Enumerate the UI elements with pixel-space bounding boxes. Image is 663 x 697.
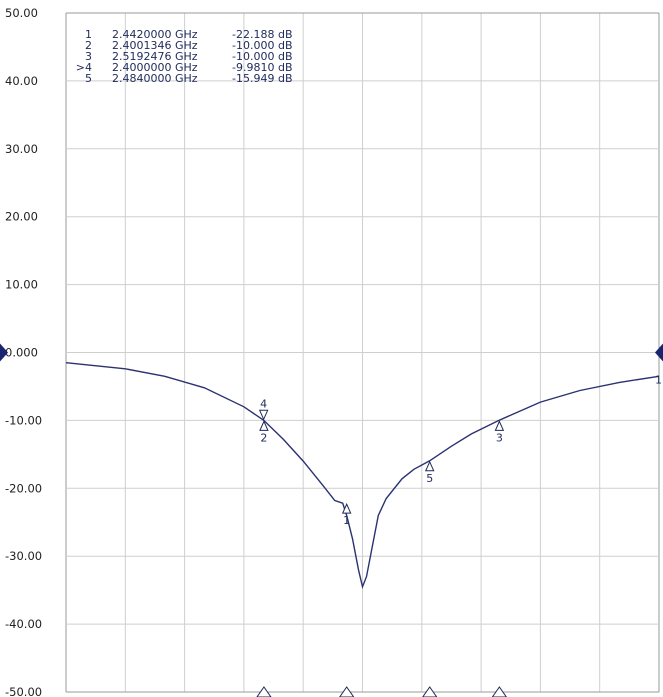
y-tick-label: -10.00 xyxy=(5,413,42,427)
marker-table-frequency: 2.4420000 GHz xyxy=(112,28,198,41)
y-tick-label: 0.000 xyxy=(5,346,38,360)
trace-line xyxy=(65,362,660,590)
trace-label: 1 xyxy=(655,373,662,386)
marker-table-index: >4 xyxy=(76,61,92,74)
y-tick-label: 50.00 xyxy=(5,6,38,20)
y-tick-label: -30.00 xyxy=(5,549,42,563)
marker-table-value: -9.9810 dB xyxy=(232,61,292,74)
marker-number: 3 xyxy=(496,431,503,444)
y-tick-labels: 50.00 40.00 30.00 20.00 10.00 0.000 -10.00 -20.… xyxy=(5,6,42,697)
marker-table-frequency: 2.4840000 GHz xyxy=(112,72,198,85)
marker-table-value: -10.000 dB xyxy=(232,50,292,63)
y-tick-label: -40.00 xyxy=(5,617,42,631)
marker-table-index: 3 xyxy=(85,50,92,63)
marker-table-index: 5 xyxy=(85,72,92,85)
reference-markers xyxy=(0,343,663,362)
y-tick-label: 40.00 xyxy=(5,74,38,88)
marker-triangle xyxy=(258,409,269,421)
grid-lines xyxy=(65,12,660,693)
marker-table-index: 2 xyxy=(85,39,92,52)
marker-table-frequency: 2.5192476 GHz xyxy=(112,50,198,63)
marker-number: 4 xyxy=(260,397,267,410)
marker-triangle xyxy=(494,420,505,431)
trace-layer: 1 xyxy=(65,362,662,590)
marker-table-value: -22.188 dB xyxy=(232,28,292,41)
marker-table-frequency: 2.4001346 GHz xyxy=(112,39,198,52)
bottom-marker-indicator xyxy=(422,686,438,697)
bottom-marker-indicator xyxy=(491,686,507,697)
reference-level-left-marker xyxy=(0,343,8,362)
marker-number: 1 xyxy=(343,514,350,527)
marker-triangle xyxy=(259,420,269,431)
marker-table: 1 2.4420000 GHz -22.188 dB 2 2.4001346 GHz -1… xyxy=(76,28,293,85)
reference-level-right-marker xyxy=(655,343,663,362)
marker-table-index: 1 xyxy=(85,28,92,41)
marker-table-frequency: 2.4000000 GHz xyxy=(112,61,198,74)
y-tick-label: 10.00 xyxy=(5,278,38,292)
marker-number: 2 xyxy=(260,431,267,444)
marker-triangle xyxy=(341,502,352,514)
marker-triangle xyxy=(424,460,435,472)
marker-layer: 1 2 3 4 5 xyxy=(258,397,505,527)
bottom-marker-indicator xyxy=(256,686,272,697)
y-tick-label: 20.00 xyxy=(5,210,38,224)
y-tick-label: 30.00 xyxy=(5,142,38,156)
y-tick-label: -20.00 xyxy=(5,481,42,495)
y-tick-label: -50.00 xyxy=(5,685,42,697)
bottom-marker-indicator xyxy=(339,686,355,697)
marker-table-value: -15.949 dB xyxy=(232,72,292,85)
marker-table-value: -10.000 dB xyxy=(232,39,292,52)
marker-number: 5 xyxy=(426,472,433,485)
bottom-marker-indicators xyxy=(256,686,507,697)
